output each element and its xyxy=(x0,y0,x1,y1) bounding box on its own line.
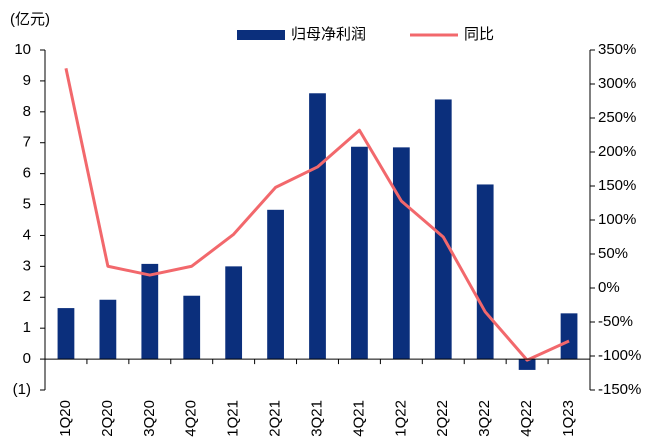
legend-label: 归母净利润 xyxy=(291,26,366,43)
y2-tick-label: -50% xyxy=(598,313,633,330)
bar xyxy=(99,299,117,360)
y2-tick-label: 0% xyxy=(598,279,620,296)
y-tick-label: 9 xyxy=(23,72,31,89)
x-tick-label: 4Q22 xyxy=(518,400,535,437)
y-tick-label: 7 xyxy=(23,134,31,151)
y2-tick-label: 300% xyxy=(598,75,636,92)
x-tick-label: 2Q21 xyxy=(267,400,284,437)
x-tick-label: 3Q20 xyxy=(141,400,158,437)
y2-tick-label: 50% xyxy=(598,245,628,262)
y-tick-label: 5 xyxy=(23,196,31,213)
y-tick-label: 2 xyxy=(23,288,31,305)
y-tick-label: 0 xyxy=(23,350,31,367)
x-tick-label: 4Q20 xyxy=(183,400,200,437)
y2-tick-label: 250% xyxy=(598,109,636,126)
x-tick-label: 2Q20 xyxy=(99,400,116,437)
bar xyxy=(309,93,326,360)
y-unit-label: (亿元) xyxy=(10,11,50,28)
bar xyxy=(518,359,536,370)
bar xyxy=(560,313,578,360)
y-tick-label: 4 xyxy=(23,226,31,243)
y-tick-label: (1) xyxy=(13,381,31,398)
y-tick-label: 8 xyxy=(23,103,31,120)
legend-label: 同比 xyxy=(464,26,494,43)
y-tick-label: 6 xyxy=(23,165,31,182)
bar xyxy=(267,209,284,360)
x-tick-label: 3Q22 xyxy=(476,400,493,437)
bar xyxy=(141,263,159,360)
bar xyxy=(225,266,243,360)
x-tick-label: 1Q23 xyxy=(560,400,577,437)
y2-tick-label: 200% xyxy=(598,143,636,160)
x-tick-label: 1Q20 xyxy=(57,400,74,437)
x-tick-label: 1Q21 xyxy=(225,400,242,437)
x-tick-label: 4Q21 xyxy=(350,400,367,437)
line xyxy=(64,68,570,362)
x-tick-label: 1Q22 xyxy=(392,400,409,437)
bar xyxy=(351,146,368,360)
x-tick-label: 2Q22 xyxy=(434,400,451,437)
y-tick-label: 3 xyxy=(23,257,31,274)
bar xyxy=(476,184,494,360)
y2-tick-label: 100% xyxy=(598,211,636,228)
y2-tick-label: 150% xyxy=(598,177,636,194)
legend-swatch xyxy=(237,30,285,40)
y2-tick-label: -150% xyxy=(598,381,641,398)
bar xyxy=(434,99,452,360)
x-tick-label: 3Q21 xyxy=(308,400,325,437)
y-tick-label: 1 xyxy=(23,319,31,336)
bar xyxy=(183,295,201,360)
bar xyxy=(392,147,410,360)
y2-tick-label: -100% xyxy=(598,347,641,364)
bar xyxy=(57,308,75,360)
y-tick-label: 10 xyxy=(14,41,31,58)
y2-tick-label: 350% xyxy=(598,41,636,58)
